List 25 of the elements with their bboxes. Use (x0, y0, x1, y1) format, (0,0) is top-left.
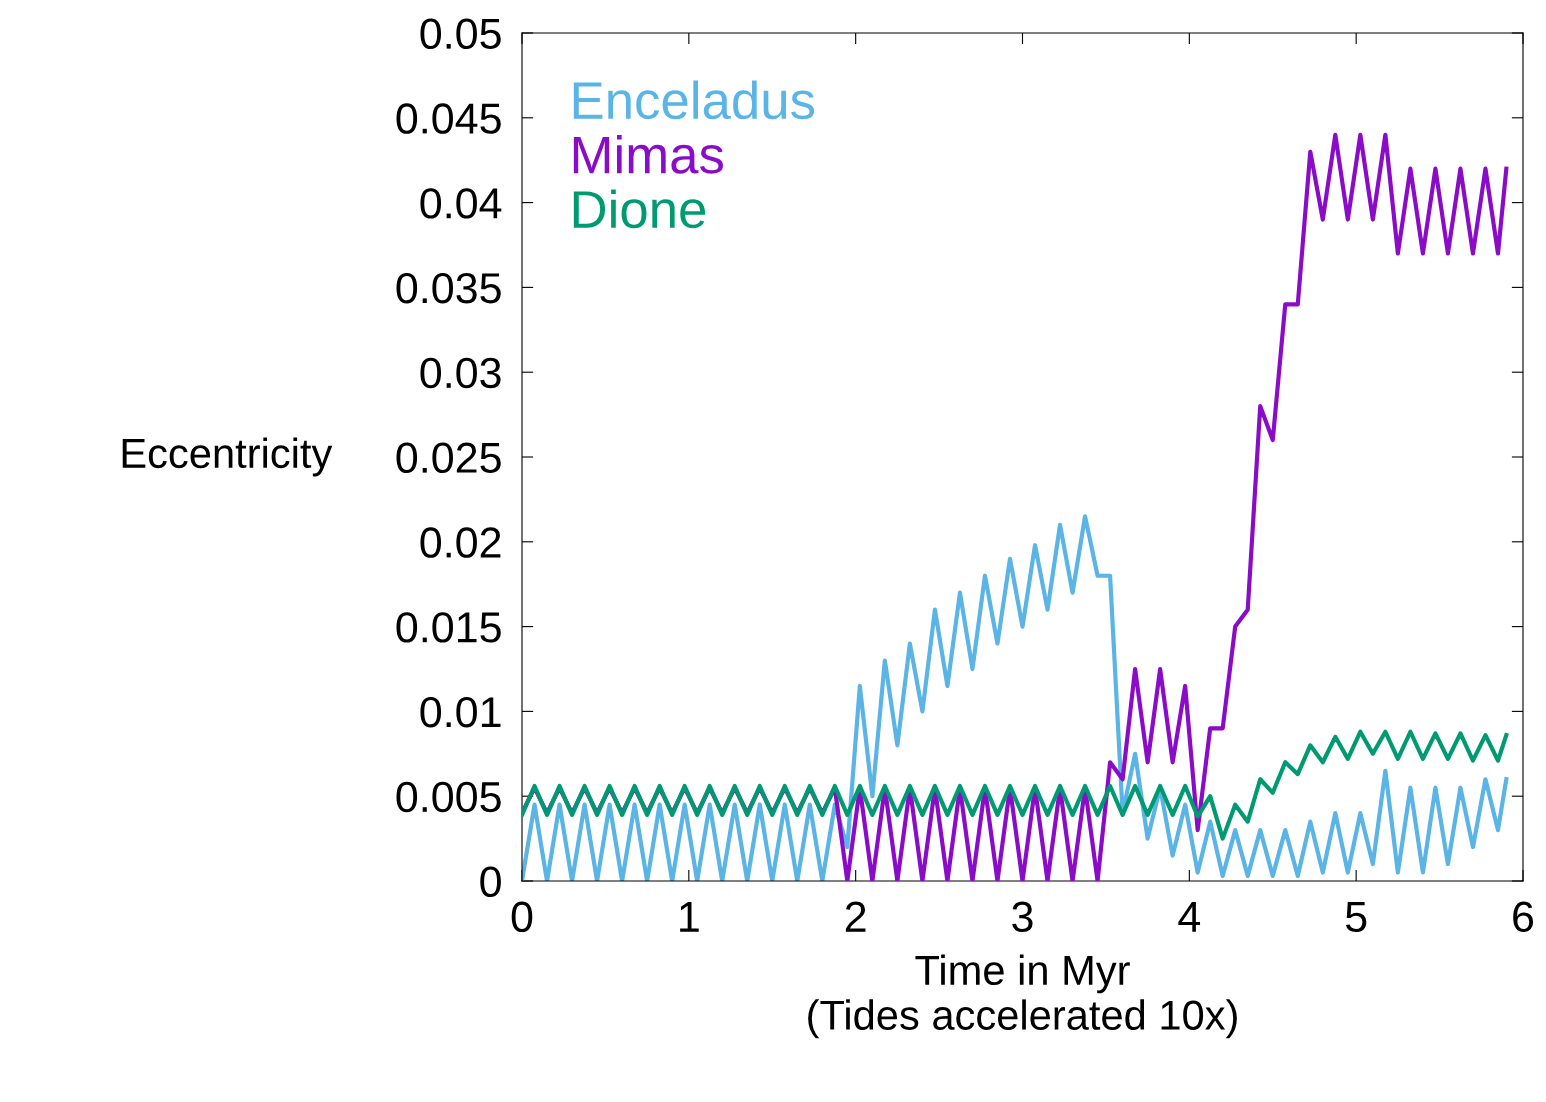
line-series (522, 514, 1509, 881)
text: Enceladus (573, 80, 815, 120)
y-tick-label: 0.05 (420, 18, 501, 50)
y-tick-label: 0.01 (420, 696, 501, 728)
y-tick-label: 0.03 (420, 357, 501, 389)
x-tick-label: 1 (680, 902, 699, 932)
y-tick-label: 0.025 (396, 442, 501, 474)
y-tick-label: 0.015 (396, 612, 501, 643)
x-tick-label: 6 (1513, 901, 1534, 933)
y-tick-label: 0.005 (396, 781, 501, 813)
y-axis-title: Eccentricity (122, 437, 333, 477)
y-tick-label: 0.045 (396, 103, 501, 134)
y-tick-label: 0.02 (420, 527, 501, 558)
x-tick-label: 4 (1178, 902, 1201, 932)
y-tick-label: 0 (480, 866, 501, 898)
text: Dione (573, 189, 706, 229)
x-tick-label: 5 (1345, 902, 1367, 933)
x-tick-label: 2 (845, 901, 866, 932)
x-tick-label: 3 (1012, 901, 1033, 933)
y-tick-label: 0.035 (396, 272, 501, 304)
x-tick-label: 0 (511, 901, 533, 933)
y-tick-label: 0.04 (420, 188, 502, 219)
text: Mimas (573, 134, 723, 174)
x-axis-title: Time in Myr (Tides accelerated 10x) (808, 954, 1237, 1039)
line-series (522, 729, 1509, 841)
